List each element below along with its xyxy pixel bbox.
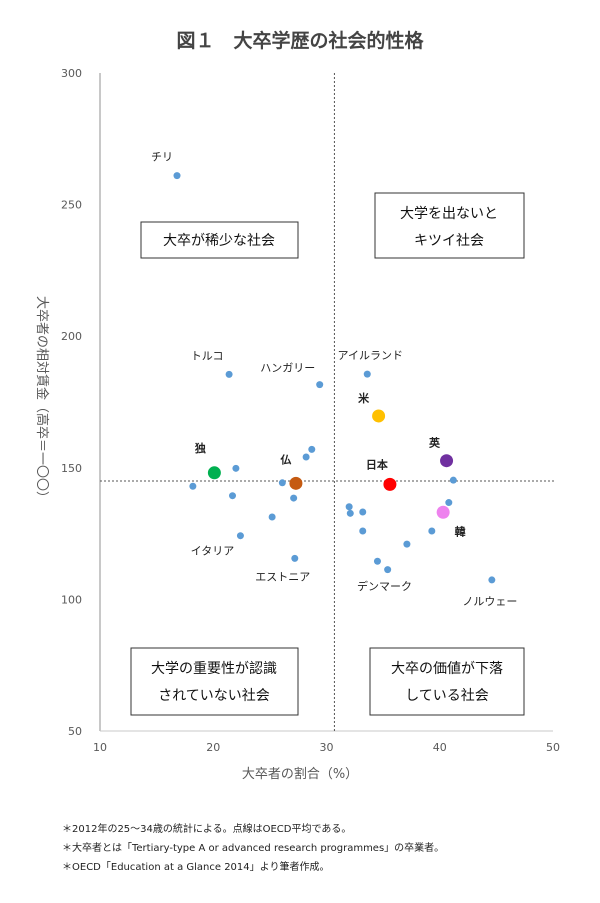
x-tick-label: 20 — [206, 741, 220, 754]
y-tick-label: 300 — [61, 67, 82, 80]
point-label: 日本 — [366, 457, 388, 471]
data-point — [384, 566, 392, 574]
data-point — [383, 477, 397, 491]
data-point — [363, 370, 371, 378]
data-point — [308, 445, 316, 453]
quadrant-box-bottom-right: 大卒の価値が下落 している社会 — [369, 647, 525, 716]
data-point — [229, 492, 237, 500]
data-point — [449, 476, 457, 484]
data-point — [373, 557, 381, 565]
point-label: エストニア — [255, 570, 310, 583]
y-tick-label: 100 — [61, 593, 82, 606]
data-point — [290, 494, 298, 502]
data-point — [289, 476, 303, 490]
point-label: デンマーク — [357, 579, 412, 593]
x-tick-label: 10 — [93, 741, 107, 754]
quadrant-box-top-right: 大学を出ないと キツイ社会 — [374, 192, 525, 259]
y-tick-label: 250 — [61, 199, 82, 212]
quadrant-text: している社会 — [405, 688, 489, 704]
point-label: トルコ — [191, 349, 224, 362]
data-point — [488, 576, 496, 584]
data-point — [428, 527, 436, 535]
point-label: アイルランド — [338, 349, 403, 362]
data-point — [436, 505, 450, 519]
data-point — [346, 509, 354, 517]
point-label: ハンガリー — [260, 362, 315, 375]
data-point — [302, 453, 310, 461]
y-tick-label: 50 — [68, 725, 82, 738]
x-tick-label: 30 — [320, 741, 334, 754]
chart-title: 図１ 大卒学歴の社会的性格 — [176, 29, 424, 52]
point-label: 米 — [357, 391, 370, 405]
data-point — [236, 532, 244, 540]
point-label: 韓 — [455, 524, 466, 538]
quadrant-text: 大卒の価値が下落 — [391, 661, 503, 677]
data-point — [345, 503, 353, 511]
data-point — [207, 466, 221, 480]
footnote: ＊大卒者とは「Tertiary-type A or advanced resea… — [62, 841, 444, 854]
data-point — [403, 540, 411, 548]
y-tick-label: 150 — [61, 462, 82, 475]
data-point — [173, 172, 181, 180]
x-tick-label: 50 — [546, 741, 560, 754]
data-point — [268, 513, 276, 521]
quadrant-text: 大卒が稀少な社会 — [163, 233, 275, 249]
data-point — [316, 381, 324, 389]
point-label: 英 — [428, 436, 441, 450]
quadrant-box-bottom-left: 大学の重要性が認識 されていない社会 — [130, 647, 299, 716]
point-label: チリ — [151, 151, 173, 164]
data-point — [372, 409, 386, 423]
data-point — [232, 464, 240, 472]
x-tick-label: 40 — [433, 741, 447, 754]
quadrant-text: 大学の重要性が認識 — [151, 661, 277, 677]
quadrant-text: 大学を出ないと — [400, 206, 498, 222]
data-point — [291, 554, 299, 562]
point-label: イタリア — [191, 545, 235, 558]
point-label: 独 — [194, 441, 206, 455]
quadrant-box-top-left: 大卒が稀少な社会 — [140, 221, 299, 259]
x-axis-label: 大卒者の割合（%） — [242, 766, 358, 782]
footnote: ＊2012年の25～34歳の統計による。点線はOECD平均である。 — [62, 822, 351, 835]
quadrant-text: されていない社会 — [158, 688, 270, 704]
point-label: ノルウェー — [462, 595, 517, 608]
quadrant-text: キツイ社会 — [414, 233, 484, 249]
y-axis-label: 大卒者の相対賃金（高卒＝一〇〇） — [34, 296, 50, 504]
point-label: 仏 — [280, 453, 291, 466]
y-tick-label: 200 — [61, 330, 82, 343]
footnote: ＊OECD「Education at a Glance 2014」より筆者作成。 — [62, 860, 329, 873]
data-point — [445, 499, 453, 507]
data-point — [189, 482, 197, 490]
data-point — [359, 508, 367, 516]
data-point — [225, 370, 233, 378]
data-point — [359, 527, 367, 535]
data-point — [440, 454, 454, 468]
data-point — [278, 479, 286, 487]
